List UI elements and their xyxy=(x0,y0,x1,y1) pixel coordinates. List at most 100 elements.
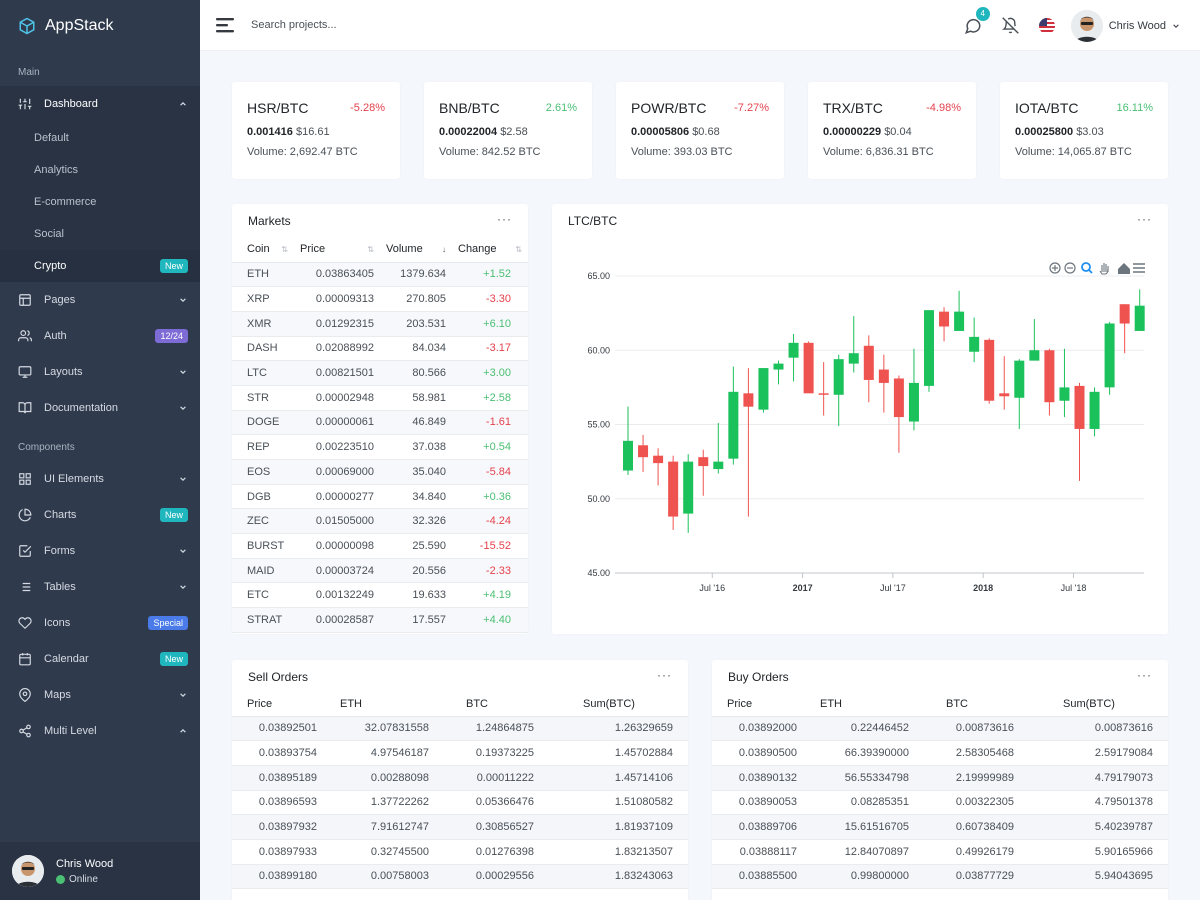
sidebar-item-maps[interactable]: Maps xyxy=(0,677,200,713)
table-row[interactable]: 0.03892501 32.07831558 1.24864875 1.2632965… xyxy=(232,716,688,742)
candlestick-chart[interactable]: 45.00 50.00 55.00 60.00 65.00 Jul '16 2017 Jul … xyxy=(552,244,1168,634)
us-flag-icon[interactable] xyxy=(1038,17,1055,34)
col-eth[interactable]: ETH xyxy=(812,693,924,717)
table-row[interactable]: 0.03897933 0.32745500 0.01276398 1.83213507 xyxy=(232,839,688,865)
table-row[interactable]: DASH 0.02088992 84.034 -3.17 xyxy=(232,336,528,362)
eth-cell: 32.07831558 xyxy=(332,716,444,742)
dashboard-submenu: Default Analytics E-commerce Social Cryp… xyxy=(0,122,200,282)
table-row[interactable]: BURST 0.00000098 25.590 -15.52 xyxy=(232,533,528,559)
col-price[interactable]: Price xyxy=(712,693,812,717)
sidebar-subitem-ecommerce[interactable]: E-commerce xyxy=(0,186,200,218)
magnifier-icon[interactable] xyxy=(1081,262,1093,274)
brand[interactable]: AppStack xyxy=(0,0,200,51)
sidebar-user[interactable]: Chris Wood Online xyxy=(0,842,200,900)
col-change[interactable]: Change ⇅ xyxy=(452,237,528,263)
sidebar-item-tables[interactable]: Tables xyxy=(0,569,200,605)
more-icon[interactable]: ··· xyxy=(1137,212,1152,226)
change-cell: +0.36 xyxy=(452,484,528,510)
sidebar-item-charts[interactable]: Charts New xyxy=(0,497,200,533)
col-price[interactable]: Price ⇅ xyxy=(294,237,380,263)
chevron-up-icon xyxy=(178,726,188,736)
sidebar-subitem-default[interactable]: Default xyxy=(0,122,200,154)
col-btc[interactable]: BTC xyxy=(444,693,549,717)
sidebar-item-documentation[interactable]: Documentation xyxy=(0,390,200,426)
ticker-card: HSR/BTC -5.28% 0.001416 $16.61 Volume: 2,… xyxy=(232,82,400,179)
sidebar-item-layouts[interactable]: Layouts xyxy=(0,354,200,390)
table-row[interactable]: 0.03892000 0.22446452 0.00873616 0.00873616 xyxy=(712,716,1168,742)
col-sum-btc[interactable]: Sum(BTC) xyxy=(549,693,688,717)
sidebar-item-dashboard[interactable]: Dashboard xyxy=(0,86,200,122)
candle-body xyxy=(683,461,694,514)
markets-title: Markets xyxy=(248,214,291,228)
ticker-volume: Volume: 842.52 BTC xyxy=(439,146,541,158)
table-row[interactable]: 0.03890500 66.39390000 2.58305468 2.5917908… xyxy=(712,740,1168,766)
user-status: Online xyxy=(56,874,113,885)
table-row[interactable]: EOS 0.00069000 35.040 -5.84 xyxy=(232,459,528,485)
sidebar-item-forms[interactable]: Forms xyxy=(0,533,200,569)
candle-body xyxy=(1029,350,1040,361)
table-row[interactable]: STR 0.00002948 58.981 +2.58 xyxy=(232,385,528,411)
zoom-out-icon[interactable] xyxy=(1064,262,1076,274)
table-row[interactable]: 0.03890053 0.08285351 0.00322305 4.79501378 xyxy=(712,790,1168,816)
sidebar-item-multi-level[interactable]: Multi Level xyxy=(0,713,200,749)
table-row[interactable]: 0.03895189 0.00288098 0.00011222 1.45714106 xyxy=(232,765,688,791)
table-row[interactable]: 0.03885500 0.99800000 0.03877729 5.94043695 xyxy=(712,864,1168,890)
menu-icon[interactable] xyxy=(1133,263,1145,273)
table-row[interactable]: 0.03893754 4.97546187 0.19373225 1.45702884 xyxy=(232,740,688,766)
table-row[interactable]: MAID 0.00003724 20.556 -2.33 xyxy=(232,558,528,584)
price-cell: 0.00821501 xyxy=(294,360,380,386)
more-icon[interactable]: ··· xyxy=(1137,668,1152,682)
table-row[interactable]: STRAT 0.00028587 17.557 +4.40 xyxy=(232,607,528,633)
table-row[interactable]: ETH 0.03863405 1379.634 +1.52 xyxy=(232,262,528,288)
sidebar-subitem-analytics[interactable]: Analytics xyxy=(0,154,200,186)
home-icon[interactable] xyxy=(1118,263,1130,274)
hamburger-icon[interactable] xyxy=(216,17,236,33)
btc-cell: 0.19373225 xyxy=(444,740,549,766)
table-row[interactable]: 0.03897932 7.91612747 0.30856527 1.81937109 xyxy=(232,814,688,840)
new-badge: New xyxy=(159,508,188,522)
search-input[interactable] xyxy=(251,19,551,31)
table-row[interactable]: DGB 0.00000277 34.840 +0.36 xyxy=(232,484,528,510)
col-eth[interactable]: ETH xyxy=(332,693,444,717)
sidebar-item-calendar[interactable]: Calendar New xyxy=(0,641,200,677)
col-volume[interactable]: Volume ↓ xyxy=(380,237,452,263)
sidebar-item-icons[interactable]: Icons Special xyxy=(0,605,200,641)
col-btc[interactable]: BTC xyxy=(924,693,1029,717)
table-row[interactable]: REP 0.00223510 37.038 +0.54 xyxy=(232,434,528,460)
sidebar-subitem-social[interactable]: Social xyxy=(0,218,200,250)
message-circle-icon[interactable]: 4 xyxy=(964,6,990,35)
new-badge: New xyxy=(159,259,188,273)
table-row[interactable]: DOGE 0.00000061 46.849 -1.61 xyxy=(232,410,528,436)
more-icon[interactable]: ··· xyxy=(657,668,672,682)
table-row[interactable]: XMR 0.01292315 203.531 +6.10 xyxy=(232,311,528,337)
ticker-pair: HSR/BTC xyxy=(247,100,309,116)
col-coin[interactable]: Coin ⇅ xyxy=(232,237,294,263)
candle-body xyxy=(1134,305,1145,331)
candle-body xyxy=(773,363,784,370)
zoom-in-icon[interactable] xyxy=(1049,262,1061,274)
volume-cell: 19.633 xyxy=(380,582,452,609)
col-sum-btc[interactable]: Sum(BTC) xyxy=(1029,693,1168,717)
sidebar-item-auth[interactable]: Auth 12/24 xyxy=(0,318,200,354)
bell-off-icon[interactable] xyxy=(1001,17,1019,34)
candle xyxy=(1059,348,1070,418)
user-menu[interactable]: Chris Wood xyxy=(1070,9,1180,42)
sell-orders-header: Sell Orders ··· xyxy=(232,660,688,693)
sidebar-item-ui-elements[interactable]: UI Elements xyxy=(0,461,200,497)
table-row[interactable]: 0.03889706 15.61516705 0.60738409 5.4023978… xyxy=(712,814,1168,840)
sidebar-item-pages[interactable]: Pages xyxy=(0,282,200,318)
volume-cell: 58.981 xyxy=(380,385,452,411)
table-row[interactable]: XRP 0.00009313 270.805 -3.30 xyxy=(232,286,528,312)
sidebar-subitem-crypto[interactable]: Crypto New xyxy=(0,250,200,282)
table-row[interactable]: 0.03888117 12.84070897 0.49926179 5.9016596… xyxy=(712,839,1168,865)
table-row[interactable]: 0.03899180 0.00758003 0.00029556 1.83243063 xyxy=(232,864,688,890)
col-price[interactable]: Price xyxy=(232,693,332,717)
table-row[interactable]: LTC 0.00821501 80.566 +3.00 xyxy=(232,360,528,386)
table-row[interactable]: ETC 0.00132249 19.633 +4.19 xyxy=(232,582,528,609)
table-row[interactable]: 0.03890132 56.55334798 2.19999989 4.7917907… xyxy=(712,765,1168,791)
table-row[interactable]: ZEC 0.01505000 32.326 -4.24 xyxy=(232,508,528,535)
pan-hand-icon[interactable] xyxy=(1099,263,1109,275)
more-icon[interactable]: ··· xyxy=(497,212,512,226)
candle xyxy=(1104,322,1115,395)
table-row[interactable]: 0.03896593 1.37722262 0.05366476 1.51080582 xyxy=(232,790,688,816)
